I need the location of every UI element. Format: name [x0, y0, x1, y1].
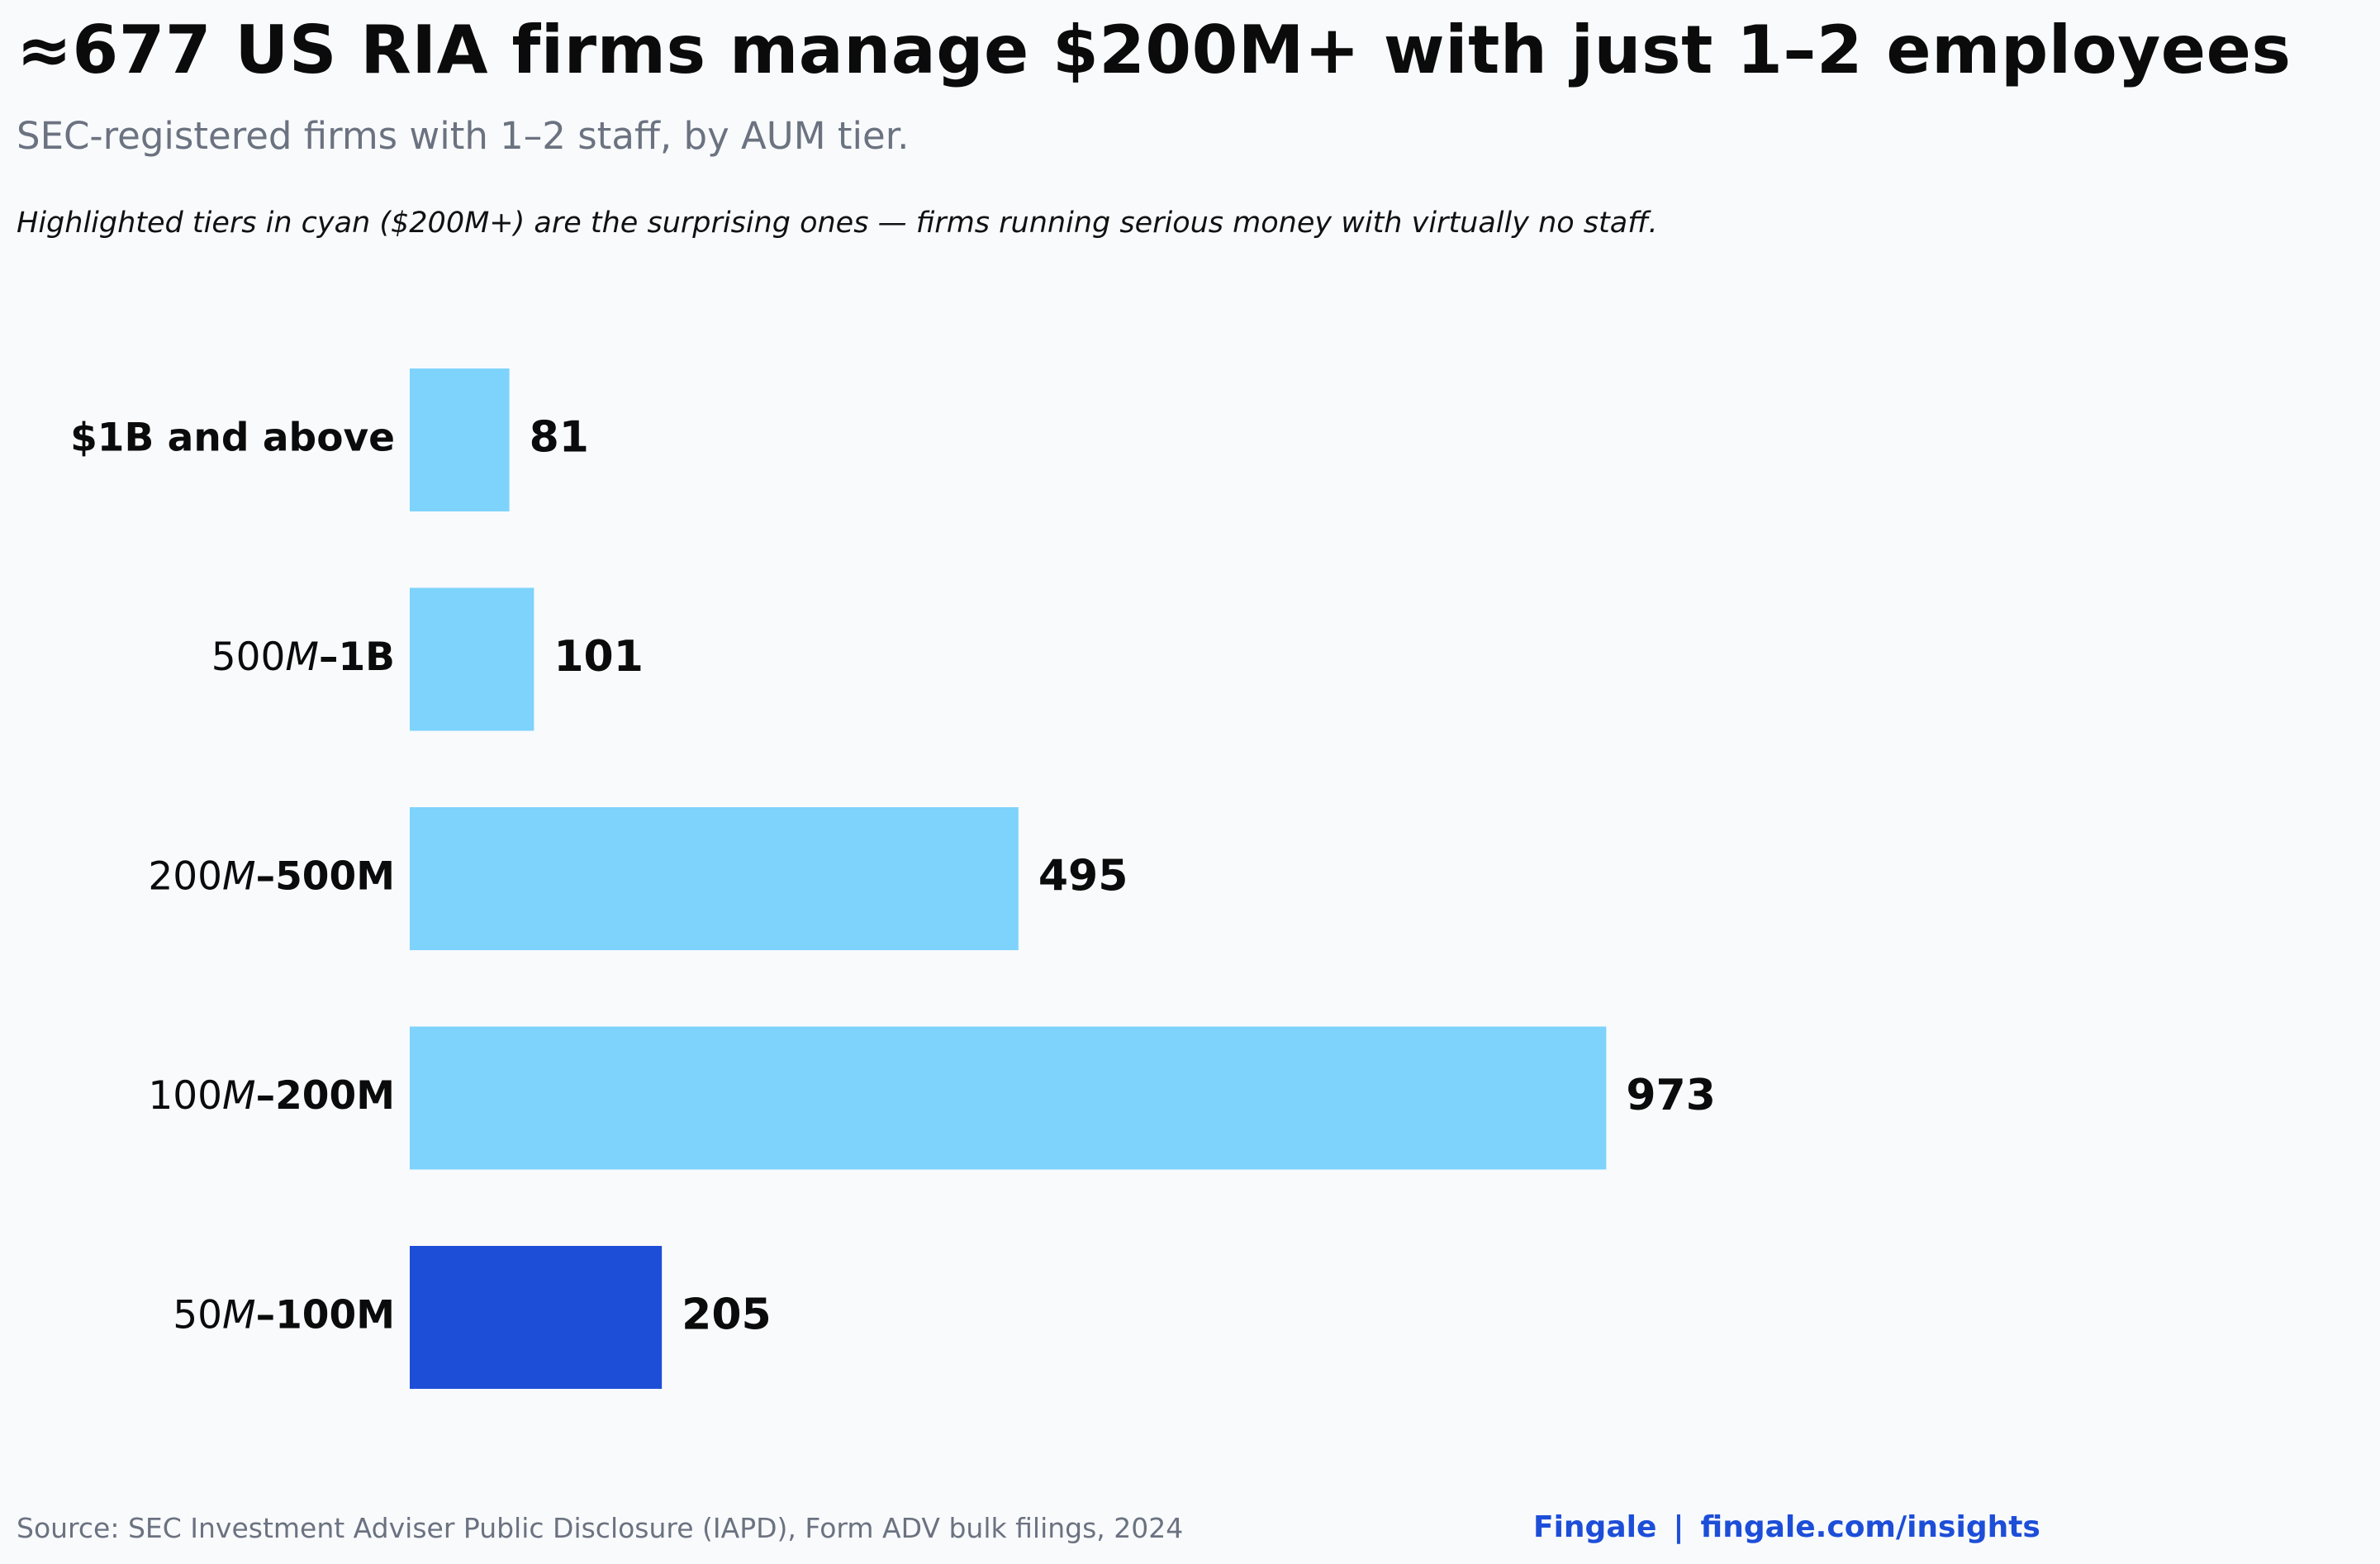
bar-value-label: 101	[553, 632, 644, 682]
bar-value-label: 205	[682, 1291, 772, 1340]
category-label: 50M–100M	[173, 1292, 395, 1338]
brand-url[interactable]: fingale.com/insights	[1700, 1510, 2040, 1544]
bar	[410, 587, 534, 731]
category-label-bold: –200M	[256, 1073, 395, 1119]
brand-separator: |	[1673, 1510, 1684, 1544]
category-label-bold: –500M	[256, 853, 395, 899]
brand-name: Fingale	[1533, 1510, 1657, 1544]
category-label: 200M–500M	[148, 853, 395, 899]
bar-value-label: 495	[1038, 852, 1128, 901]
category-label: $1B and above	[70, 415, 395, 460]
category-label: 500M–1B	[211, 635, 395, 680]
brand-footer[interactable]: Fingale | fingale.com/insights	[1533, 1510, 2040, 1544]
bar	[410, 368, 510, 511]
bar	[410, 1026, 1607, 1170]
category-label-italic: M	[222, 1073, 256, 1119]
category-label-bold: $1B and above	[70, 415, 395, 460]
category-label-bold: –100M	[256, 1292, 395, 1338]
category-label-italic: M	[222, 1292, 256, 1338]
chart-note: Highlighted tiers in cyan ($200M+) are t…	[17, 207, 1658, 240]
category-label-plain: 50	[173, 1292, 222, 1338]
category-label: 100M–200M	[148, 1073, 395, 1119]
source-note: Source: SEC Investment Adviser Public Di…	[17, 1512, 1184, 1544]
category-label-bold: –1B	[319, 635, 395, 680]
category-label-plain: 500	[211, 635, 286, 680]
category-label-italic: M	[222, 853, 256, 899]
chart-title: ≈677 US RIA firms manage $200M+ with jus…	[17, 12, 2292, 88]
bar	[410, 1246, 663, 1389]
chart-subtitle: SEC-registered firms with 1–2 staff, by …	[17, 114, 910, 158]
category-label-plain: 100	[148, 1073, 222, 1119]
category-label-italic: M	[285, 635, 319, 680]
bar-value-label: 973	[1626, 1071, 1716, 1120]
bar	[410, 807, 1019, 950]
category-label-plain: 200	[148, 853, 222, 899]
bar-value-label: 81	[530, 413, 589, 463]
